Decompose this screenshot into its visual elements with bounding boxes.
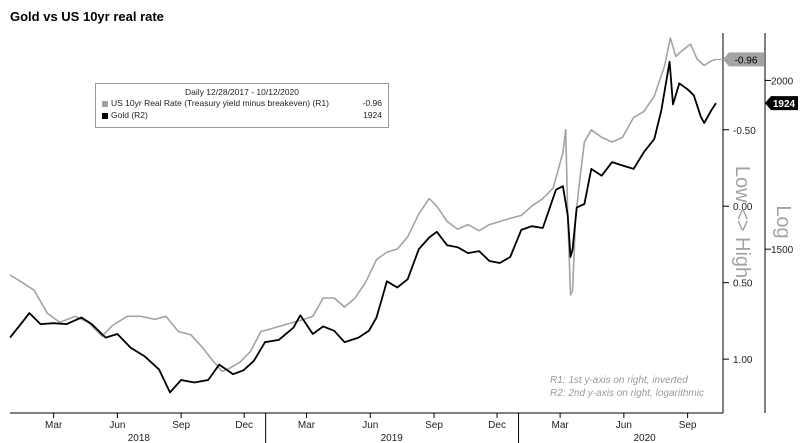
x-tick-label: Sep: [679, 420, 697, 431]
real-rate-last-value-label: -0.96: [735, 55, 758, 66]
legend-label-real-rate: US 10yr Real Rate (Treasury yield minus …: [111, 98, 329, 108]
chart-frame: [10, 33, 766, 414]
r1-axis-title: Low <> High: [731, 166, 753, 278]
x-tick-label: Jun: [362, 420, 378, 431]
r1-axis-ticks: 1.00 0.50 0.00 -0.50: [723, 126, 756, 366]
legend-swatch-gold: [102, 112, 108, 119]
series-line-real-rate: [9, 37, 717, 373]
note-r2: R2: 2nd y-axis on right, logarithmic: [550, 388, 704, 399]
r1-tick-label: -0.50: [733, 126, 756, 137]
x-tick-label: Jun: [109, 420, 125, 431]
r2-axis-title: Log: [772, 205, 794, 238]
r1-tick-label: 0.50: [733, 279, 753, 290]
x-tick-label: Mar: [298, 420, 316, 431]
series-line-gold: [9, 60, 717, 394]
note-r1: R1: 1st y-axis on right, inverted: [550, 375, 688, 386]
legend-value-gold: 1924: [363, 110, 382, 120]
x-tick-label: Mar: [45, 420, 63, 431]
last-value-markers: -0.96 1924: [716, 52, 798, 111]
legend-swatch-real-rate: [102, 100, 108, 107]
x-tick-label: Dec: [235, 420, 253, 431]
r2-tick-label: 1500: [771, 245, 794, 256]
x-tick-label: Sep: [425, 420, 443, 431]
x-axis-ticks: Mar Jun Sep Dec Mar Jun Sep Dec Mar Jun Sep 2018 201…: [45, 413, 697, 443]
x-year-label: 2018: [128, 433, 151, 443]
x-tick-label: Mar: [551, 420, 569, 431]
r1-tick-label: 1.00: [733, 355, 753, 366]
x-tick-label: Sep: [172, 420, 190, 431]
r2-tick-label: 2000: [771, 76, 794, 87]
x-tick-label: Dec: [488, 420, 506, 431]
chart-legend: Daily 12/28/2017 - 10/12/2020 US 10yr Re…: [95, 83, 389, 128]
r2-axis-ticks: 1500 2000: [765, 76, 794, 256]
real-rate-last-value-badge: [723, 52, 764, 67]
legend-item-real-rate: US 10yr Real Rate (Treasury yield minus …: [96, 97, 388, 109]
legend-date-range: Daily 12/28/2017 - 10/12/2020: [185, 87, 299, 97]
x-year-label: 2020: [634, 433, 657, 443]
legend-value-real-rate: -0.96: [362, 98, 382, 108]
series-layer: [9, 37, 717, 394]
gold-last-value-badge: [765, 96, 798, 111]
x-tick-label: Jun: [616, 420, 632, 431]
legend-item-gold: Gold (R2) 1924: [96, 109, 388, 121]
chart-title: Gold vs US 10yr real rate: [10, 9, 164, 24]
r1-tick-label: 0.00: [733, 202, 753, 213]
legend-label-gold: Gold (R2): [111, 110, 148, 120]
gold-last-value-label: 1924: [773, 99, 796, 110]
x-year-label: 2019: [381, 433, 404, 443]
